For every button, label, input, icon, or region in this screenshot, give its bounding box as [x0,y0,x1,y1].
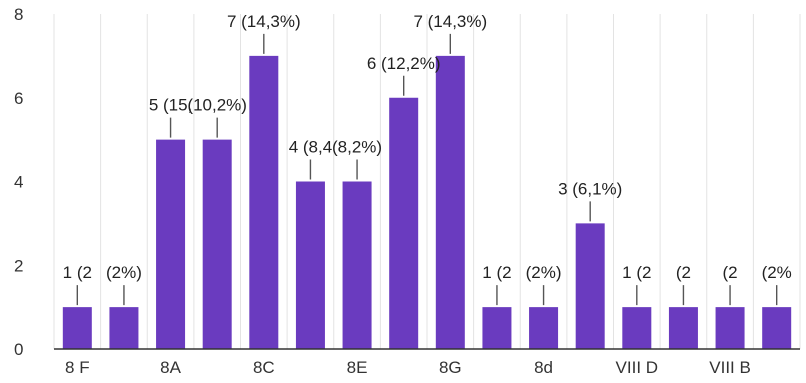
data-label: 1 (2 [482,263,511,282]
x-tick-label: 8C [253,358,275,377]
bar [482,307,512,349]
data-label: 7 (14,3%) [227,12,301,31]
bar [435,55,465,349]
data-label: (2%) [526,263,562,282]
x-tick-label: 8G [439,358,462,377]
grid-lines [53,14,801,349]
label-leader-lines [76,33,778,306]
bar [575,223,605,349]
x-tick-label: 8d [534,358,553,377]
y-tick-label: 4 [14,173,23,192]
x-tick-label: VIII B [709,358,751,377]
x-tick-label: 8E [347,358,368,377]
y-axis-ticks: 0 2 4 6 8 [14,5,23,359]
bar [389,97,419,349]
data-label: (2 [723,263,738,282]
data-label: 1 (2 [63,263,92,282]
bar [202,139,232,349]
data-label: (2%) [106,263,142,282]
bar [622,307,652,349]
bar [62,307,92,349]
bar [156,139,186,349]
data-label: 1 (2 [622,263,651,282]
bar [668,307,698,349]
data-label: (8,2%) [332,138,382,157]
data-label: 4 (8,4 [289,138,332,157]
bars [62,55,792,349]
data-label: (2 [676,263,691,282]
bar [762,307,792,349]
bar [715,307,745,349]
bar [295,181,325,349]
bar [342,181,372,349]
x-axis-ticks: 8 F 8A 8C 8E 8G 8d VIII D VIII B [65,358,751,377]
bar [109,307,139,349]
data-label: 5 (15, [149,96,192,115]
y-tick-label: 8 [14,5,23,24]
x-tick-label: 8 F [65,358,90,377]
data-labels: 1 (2 (2%) 5 (15,(10,2%) 7 (14,3%) 4 (8,4 (8,2… [63,12,792,282]
bar [249,55,279,349]
x-tick-label: 8A [160,358,181,377]
bar [529,307,559,349]
data-label: 7 (14,3%) [413,12,487,31]
data-label: (2% [762,263,792,282]
y-tick-label: 0 [14,340,23,359]
x-tick-label: VIII D [616,358,659,377]
data-label: (10,2%) [187,96,247,115]
y-tick-label: 2 [14,256,23,275]
data-label: 6 (12,2%) [367,54,441,73]
data-label: 3 (6,1%) [558,179,622,198]
y-tick-label: 6 [14,89,23,108]
